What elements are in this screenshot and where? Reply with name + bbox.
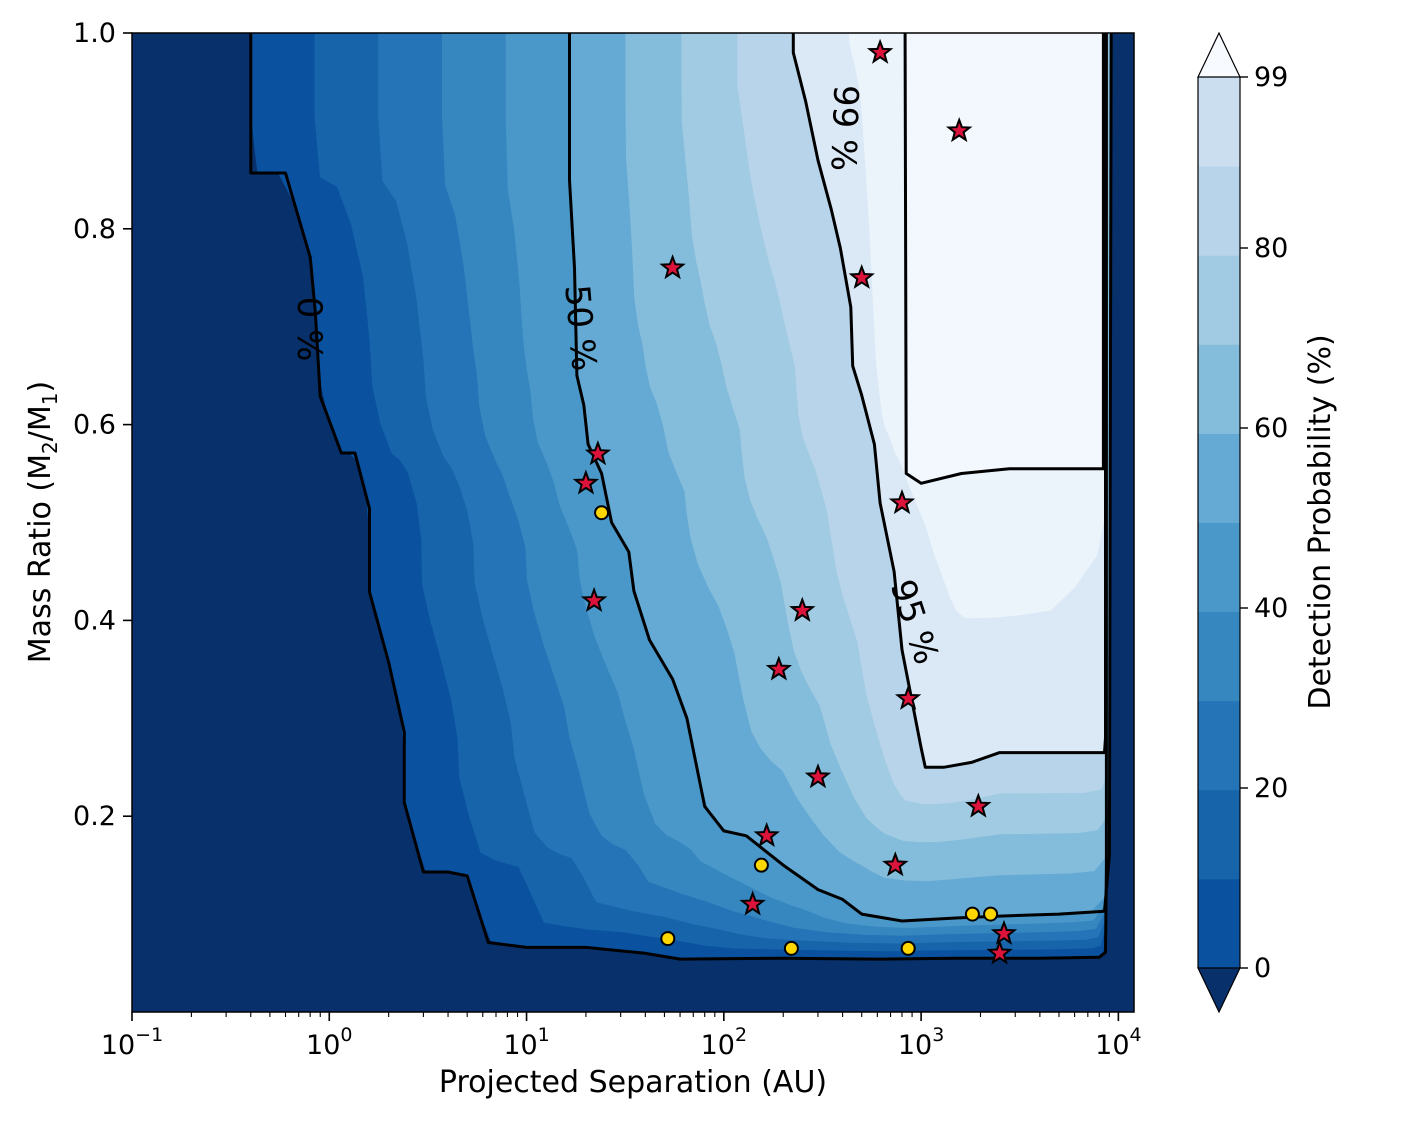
colorbar: 0 20 40 60 80 99: [1197, 31, 1288, 1014]
star-marker: [659, 254, 686, 280]
y-tick-label: 0.2: [73, 801, 116, 832]
band-12: [905, 33, 1104, 484]
contour-line-99: [903, 33, 1105, 485]
colorbar-segment: [1198, 611, 1240, 702]
colorbar-tick-label: 60: [1254, 413, 1288, 444]
y-axis: 0.2 0.4 0.6 0.8 1.0: [73, 18, 132, 832]
star-marker: [945, 117, 973, 143]
x-tick-label: 103: [898, 1024, 944, 1061]
colorbar-tick-label: 0: [1254, 953, 1271, 984]
colorbar-segment: [1198, 878, 1240, 969]
star-marker: [888, 489, 916, 515]
circle-marker: [753, 857, 769, 873]
colorbar-tick-label: 99: [1254, 62, 1288, 93]
circle-marker: [900, 940, 916, 956]
colorbar-frame: [1197, 77, 1241, 968]
colorbar-segment: [1198, 344, 1240, 434]
x-tick-label: 104: [1095, 1024, 1141, 1061]
circle-marker: [660, 931, 676, 947]
x-tick-label: 10−1: [101, 1024, 163, 1061]
star-marker: [739, 890, 766, 916]
star-marker: [584, 440, 612, 466]
star-marker: [986, 939, 1013, 965]
star-marker: [882, 851, 909, 877]
star-marker: [580, 586, 608, 613]
circle-marker: [783, 940, 799, 956]
star-marker: [965, 792, 992, 818]
plot-frame: [131, 32, 1135, 1013]
colorbar-segment: [1198, 77, 1240, 167]
colorbar-segment: [1198, 433, 1240, 523]
companion-markers: [572, 38, 1018, 965]
star-marker: [789, 596, 816, 622]
x-tick-label: 102: [701, 1024, 747, 1061]
contour-label-99: 99 %: [823, 84, 866, 172]
x-axis-title: Projected Separation (AU): [439, 1065, 827, 1100]
star-marker: [894, 684, 922, 710]
y-tick-label: 1.0: [73, 18, 116, 49]
colorbar-tick-label: 20: [1254, 773, 1288, 804]
circle-marker: [594, 505, 610, 521]
colorbar-segment: [1198, 166, 1240, 256]
x-axis: 10−1 100 101 102 103 104: [101, 1012, 1142, 1061]
contour-label-50: 50 %: [556, 283, 603, 373]
colorbar-segment: [1198, 255, 1240, 345]
colorbar-title: Detection Probability (%): [1303, 334, 1338, 709]
star-marker: [804, 763, 832, 789]
colorbar-segment: [1198, 789, 1240, 880]
circle-marker: [964, 906, 980, 922]
contour-label-0: 0 %: [289, 297, 329, 362]
contour-line-0: [249, 33, 1108, 961]
y-tick-label: 0.6: [73, 410, 116, 441]
x-tick-label: 100: [306, 1024, 352, 1061]
colorbar-segment: [1198, 522, 1240, 613]
probability-bands: [132, 33, 1134, 1012]
contour-line-95: [791, 33, 1107, 769]
star-marker: [765, 655, 793, 681]
y-tick-label: 0.4: [73, 605, 116, 636]
star-marker: [866, 38, 894, 64]
circle-marker: [983, 906, 999, 922]
x-tick-label: 101: [503, 1024, 549, 1061]
colorbar-segment: [1198, 700, 1240, 791]
y-axis-title: Mass Ratio (M2/M1): [23, 381, 62, 663]
star-marker: [753, 821, 780, 848]
star-marker: [572, 469, 600, 495]
y-tick-label: 0.8: [73, 214, 116, 245]
colorbar-tick-label: 80: [1254, 233, 1288, 264]
contour-plot-area: 0 % 50 % 95 % 99 %: [131, 32, 1135, 1013]
colorbar-extend-bottom: [1197, 967, 1241, 1014]
colorbar-tick-label: 40: [1254, 593, 1288, 624]
star-marker: [848, 263, 875, 289]
star-marker: [990, 919, 1018, 945]
colorbar-extend-top: [1197, 31, 1241, 78]
